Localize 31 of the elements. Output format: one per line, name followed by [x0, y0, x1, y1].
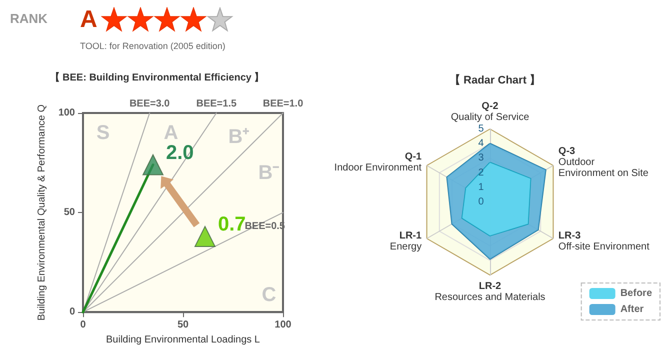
text: RANK — [10, 11, 49, 26]
spoke-label: Q-2 Quality of Service — [450, 101, 530, 123]
legend-label: After — [620, 304, 644, 315]
x-axis-title: Building Environmental Loadings L — [106, 334, 260, 346]
spoke-label: LR-3 Off-site Environment — [558, 230, 650, 252]
y-tick-label: 100 — [58, 108, 76, 118]
y-tick-label: 4 — [478, 138, 484, 150]
text: A — [80, 6, 98, 34]
x-tick-label: 50 — [177, 320, 189, 331]
chart-title: 【 Radar Chart 】 — [449, 74, 541, 86]
series-label: BEE=1.0 — [262, 98, 304, 110]
y-axis-title: Building Environmental Quality & Performance Q — [36, 104, 48, 321]
chart-title: 【 BEE: Building Environmental Efficiency 】 — [50, 72, 264, 84]
annotation: 0.7 — [218, 213, 246, 236]
y-tick-label: 5 — [478, 124, 484, 134]
x-tick-label: 100 — [274, 320, 292, 331]
spoke-label: Q-3 Outdoor Environment on Site — [558, 146, 649, 179]
spoke-label: LR-1 Energy — [390, 230, 422, 252]
text: TOOL: for Renovation (2005 edition) — [80, 41, 226, 51]
series-label: BEE=1.5 — [196, 98, 237, 110]
y-tick-label: 0 — [478, 196, 484, 208]
y-tick-label: 1 — [478, 182, 484, 193]
legend-label: Before — [620, 288, 652, 299]
y-tick-label: 0 — [69, 306, 76, 318]
series-label: BEE=3.0 — [129, 98, 170, 110]
annotation: 2.0 — [166, 142, 194, 164]
x-tick-label: 0 — [80, 320, 86, 331]
y-tick-label: 50 — [64, 207, 76, 218]
y-tick-label: 3 — [478, 152, 484, 164]
spoke-label: LR-2 Resources and Materials — [434, 281, 546, 303]
spoke-label: Q-1 Indoor Environment — [334, 152, 422, 174]
